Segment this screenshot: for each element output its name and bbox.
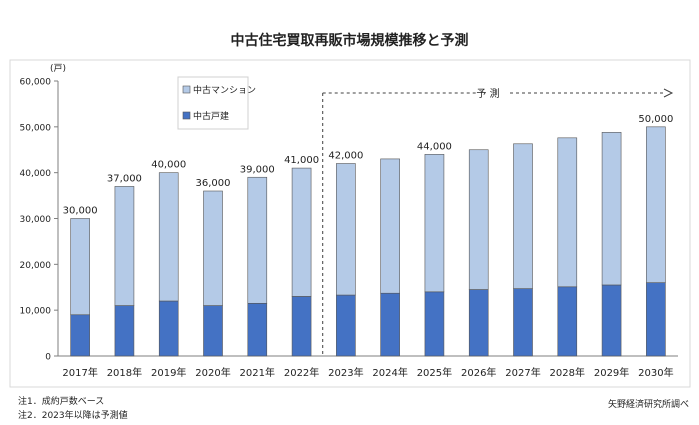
bar-segment (336, 294, 356, 357)
y-tick-label: 0 (45, 353, 51, 363)
x-tick-label: 2029年 (594, 366, 629, 379)
data-label: 40,000 (151, 160, 186, 171)
y-tick-label: 50,000 (20, 123, 52, 133)
bar-segment (424, 154, 445, 293)
x-tick-label: 2025年 (417, 366, 452, 379)
legend-swatch (182, 111, 191, 120)
data-label: 41,000 (284, 155, 319, 166)
bar-segment (380, 158, 400, 294)
legend-label: 中古戸建 (193, 110, 229, 122)
data-label: 36,000 (196, 178, 231, 189)
data-label: 39,000 (240, 164, 275, 175)
bar-segment (601, 132, 622, 286)
bar-segment (158, 172, 179, 302)
bar-segment (557, 137, 578, 288)
bar-segment (336, 163, 356, 296)
y-tick-label: 40,000 (20, 169, 52, 179)
x-tick-label: 2017年 (62, 366, 97, 379)
bar-segment (158, 300, 179, 357)
bar-segment (424, 291, 445, 357)
note-1: 注1．成約戸数ベース (18, 397, 105, 407)
x-tick-label: 2018年 (107, 366, 142, 379)
x-tick-label: 2027年 (505, 366, 540, 379)
y-tick-label: 30,000 (20, 215, 52, 225)
y-tick-label: 60,000 (20, 78, 52, 88)
legend-box (177, 76, 249, 130)
bar-segment (247, 302, 268, 357)
forecast-arrowhead (663, 88, 674, 98)
data-label: 50,000 (638, 114, 673, 125)
bar-segment (646, 282, 666, 357)
bar-segment (114, 305, 135, 357)
x-tick-label: 2024年 (372, 366, 407, 379)
bar-segment (468, 149, 489, 290)
y-tick-label: 10,000 (20, 307, 52, 317)
bar-segment (114, 186, 135, 306)
legend-label: 中古マンション (193, 84, 256, 96)
bar-segment (601, 284, 622, 357)
source-credit: 矢野経済研究所調べ (607, 400, 689, 410)
x-tick-label: 2030年 (638, 366, 673, 379)
y-axis-unit-label: (戸) (50, 63, 66, 74)
bar-segment (291, 296, 312, 357)
bar-segment (203, 190, 223, 306)
bar-segment (646, 126, 666, 283)
bar-segment (380, 292, 400, 357)
data-label: 37,000 (107, 173, 142, 184)
bar-segment (70, 218, 90, 316)
legend-swatch (182, 85, 191, 94)
note-2: 注2．2023年以降は予測値 (18, 411, 128, 421)
data-label: 44,000 (417, 141, 452, 152)
chart-area-border (9, 59, 691, 388)
bar-segment (513, 143, 533, 289)
chart-title: 中古住宅買取再販市場規模推移と予測 (230, 33, 469, 49)
data-label: 30,000 (63, 206, 98, 217)
y-tick-label: 20,000 (20, 261, 52, 271)
x-tick-label: 2021年 (240, 366, 275, 379)
bar-segment (513, 288, 533, 357)
bar-segment (291, 167, 312, 297)
forecast-label: 予 測 (476, 87, 499, 100)
bar-segment (468, 289, 489, 357)
x-tick-label: 2028年 (550, 366, 585, 379)
bar-segment (247, 176, 268, 304)
x-tick-label: 2022年 (284, 366, 319, 379)
bar-segment (203, 305, 223, 357)
x-tick-label: 2020年 (195, 366, 230, 379)
data-label: 42,000 (328, 151, 363, 162)
bar-segment (557, 286, 578, 357)
x-tick-label: 2023年 (328, 366, 363, 379)
x-tick-label: 2019年 (151, 366, 186, 379)
x-tick-label: 2026年 (461, 366, 496, 379)
bar-segment (70, 314, 90, 357)
